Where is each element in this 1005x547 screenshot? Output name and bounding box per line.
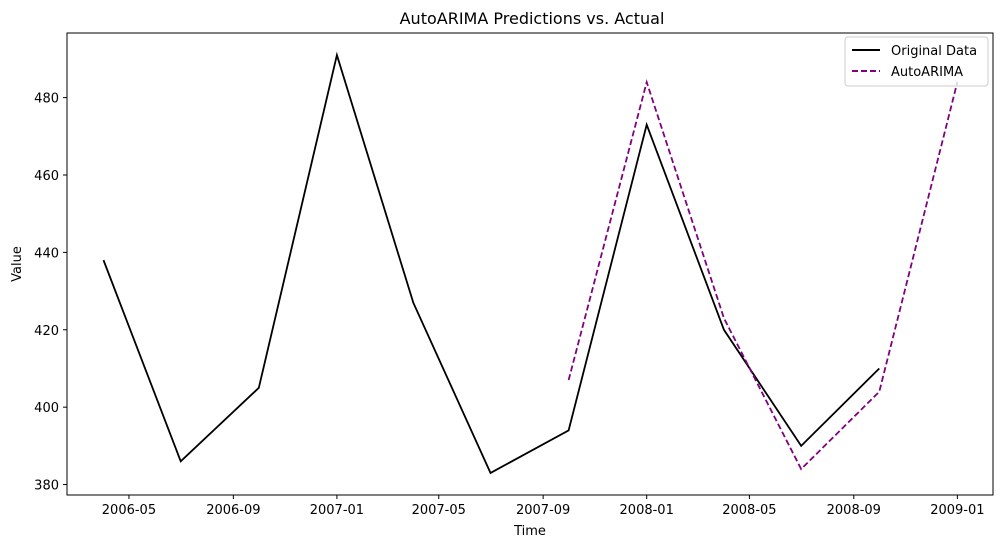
y-axis: 380 400 420 440 460 480 [34,92,67,494]
x-tick-label: 2008-01 [620,503,674,518]
series-line-autoarima [567,78,959,471]
y-tick-label: 460 [34,169,59,184]
y-tick-label: 380 [34,479,59,494]
x-tick-label: 2009-01 [930,503,984,518]
x-tick-label: 2006-05 [102,503,156,518]
x-tick-label: 2007-09 [516,503,570,518]
plot-frame [66,32,994,496]
x-tick-label: 2007-01 [310,503,364,518]
legend-box [844,36,989,87]
y-tick-label: 480 [34,92,59,107]
chart-title: AutoARIMA Predictions vs. Actual [400,9,665,28]
legend-label-original: Original Data [891,44,977,59]
x-tick-label: 2008-05 [722,503,776,518]
y-tick-label: 440 [34,246,59,261]
legend-label-autoarima: AutoARIMA [891,65,963,80]
legend: Original Data AutoARIMA [844,36,989,87]
series-layer [102,51,959,475]
x-tick-label: 2008-09 [827,503,881,518]
y-axis-title: Value [10,246,25,282]
x-tick-label: 2007-05 [412,503,466,518]
x-tick-label: 2006-09 [206,503,260,518]
x-axis: 2006-05 2006-09 2007-01 2007-05 2007-09 2008-… [102,495,985,518]
x-axis-title: Time [513,524,546,539]
y-tick-label: 420 [34,324,59,339]
y-tick-label: 400 [34,401,59,416]
